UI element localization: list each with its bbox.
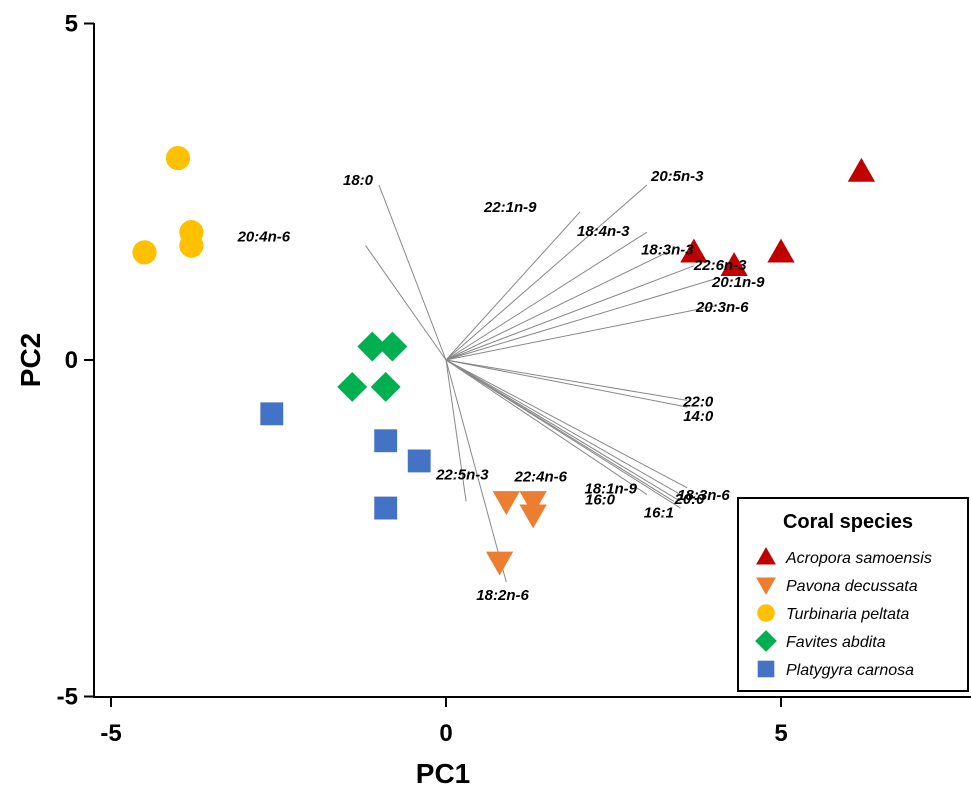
point-acropora-samoensis <box>847 157 876 182</box>
legend-marker-turbinaria-peltata <box>757 604 775 622</box>
loading-label-18-4n-3: 18:4n-3 <box>577 223 630 240</box>
loading-vector-22-1n-9 <box>445 211 581 361</box>
loading-label-18-2n-6: 18:2n-6 <box>476 587 529 604</box>
loading-vector-14-0 <box>445 359 688 408</box>
point-platygyra-carnosa <box>374 429 398 453</box>
loading-vector-22-4n-6 <box>445 359 681 496</box>
loading-vector-18-4n-3 <box>445 231 648 361</box>
axis-ticks: -5 0 5 5 0 -5 <box>57 11 788 748</box>
loading-label-20-4n-6: 20:4n-6 <box>237 229 291 246</box>
point-pavona-decussata <box>519 504 547 529</box>
point-favites-abdita <box>337 371 368 402</box>
legend-marker-favites-abdita <box>755 630 777 652</box>
loading-vector-22-0 <box>445 359 688 401</box>
point-favites-abdita <box>357 331 388 362</box>
point-platygyra-carnosa <box>260 402 284 426</box>
loading-vector-20-1n-9 <box>445 278 715 361</box>
point-turbinaria-peltata <box>132 240 157 265</box>
legend-label-favites-abdita: Favites abdita <box>786 634 886 651</box>
loading-vector-22-5n-3 <box>445 359 467 502</box>
loading-label-20-5n-3: 20:5n-3 <box>650 168 704 185</box>
legend: Coral species Acropora samoensis Pavona d… <box>737 497 969 692</box>
data-points <box>132 146 876 576</box>
loading-vector-20-5n-3 <box>445 184 648 361</box>
legend-marker-acropora-samoensis <box>756 547 776 565</box>
y-tick-label: 0 <box>65 347 78 374</box>
loading-label-18-0: 18:0 <box>343 172 374 189</box>
x-tick-label: 0 <box>439 720 452 747</box>
legend-marker-platygyra-carnosa <box>757 660 775 678</box>
x-tick-label: -5 <box>100 720 121 747</box>
point-favites-abdita <box>370 371 401 402</box>
loading-label-16-1: 16:1 <box>644 504 674 521</box>
loading-vectors <box>365 184 715 583</box>
loading-vector-20-4n-6 <box>365 245 447 361</box>
point-turbinaria-peltata <box>165 146 191 171</box>
point-acropora-samoensis <box>720 252 748 277</box>
loading-vector-18-3n-3 <box>445 251 668 361</box>
loading-label-20-1n-9: 20:1n-9 <box>711 274 765 291</box>
loading-label-16-0: 16:0 <box>585 492 616 509</box>
legend-label-acropora-samoensis: Acropora samoensis <box>785 550 932 567</box>
point-turbinaria-peltata <box>179 233 204 258</box>
point-pavona-decussata <box>485 551 514 576</box>
loading-label-20-3n-6: 20:3n-6 <box>695 299 749 316</box>
point-platygyra-carnosa <box>407 449 431 473</box>
point-pavona-decussata <box>519 491 547 515</box>
y-tick-label: -5 <box>57 684 78 711</box>
loading-vector-22-6n-3 <box>445 265 695 361</box>
loading-label-20-0: 20:0 <box>674 491 706 508</box>
x-tick-label: 5 <box>774 720 787 747</box>
loading-label-18-3n-3: 18:3n-3 <box>641 241 694 258</box>
loading-label-22-5n-3: 22:5n-3 <box>435 466 489 483</box>
point-platygyra-carnosa <box>374 496 398 520</box>
loading-label-14-0: 14:0 <box>683 408 714 425</box>
legend-items: Acropora samoensis Pavona decussata Turbin… <box>755 547 932 679</box>
loading-vector-18-2n-6 <box>445 359 507 583</box>
legend-marker-pavona-decussata <box>756 577 776 595</box>
loading-label-22-0: 22:0 <box>682 393 714 410</box>
loading-label-18-3n-6: 18:3n-6 <box>677 487 730 504</box>
loading-vector-16-0 <box>445 359 648 496</box>
point-favites-abdita <box>377 331 408 362</box>
legend-title: Coral species <box>783 511 913 533</box>
y-tick-label: 5 <box>65 11 78 38</box>
point-acropora-samoensis <box>767 238 795 263</box>
loading-vector-18-0 <box>378 184 447 361</box>
point-pavona-decussata <box>492 491 520 515</box>
loading-label-22-4n-6: 22:4n-6 <box>514 469 568 486</box>
loading-vector-18-3n-6 <box>445 359 688 489</box>
legend-label-pavona-decussata: Pavona decussata <box>786 578 918 595</box>
y-axis-title: PC2 <box>15 333 46 387</box>
loading-vector-20-3n-6 <box>445 305 715 361</box>
legend-label-platygyra-carnosa: Platygyra carnosa <box>786 662 914 679</box>
legend-label-turbinaria-peltata: Turbinaria peltata <box>786 606 909 623</box>
loading-label-18-1n-9: 18:1n-9 <box>585 480 638 497</box>
legend-box <box>737 497 969 692</box>
loading-label-22-6n-3: 22:6n-3 <box>693 257 747 274</box>
x-axis-title: PC1 <box>416 758 470 788</box>
point-acropora-samoensis <box>680 238 708 263</box>
loading-labels: 18:020:4n-620:5n-322:1n-918:4n-318:3n-32… <box>237 168 766 604</box>
loading-vector-16-1 <box>445 359 675 502</box>
loading-label-22-1n-9: 22:1n-9 <box>483 199 537 216</box>
loading-vector-18-1n-9 <box>445 359 681 502</box>
